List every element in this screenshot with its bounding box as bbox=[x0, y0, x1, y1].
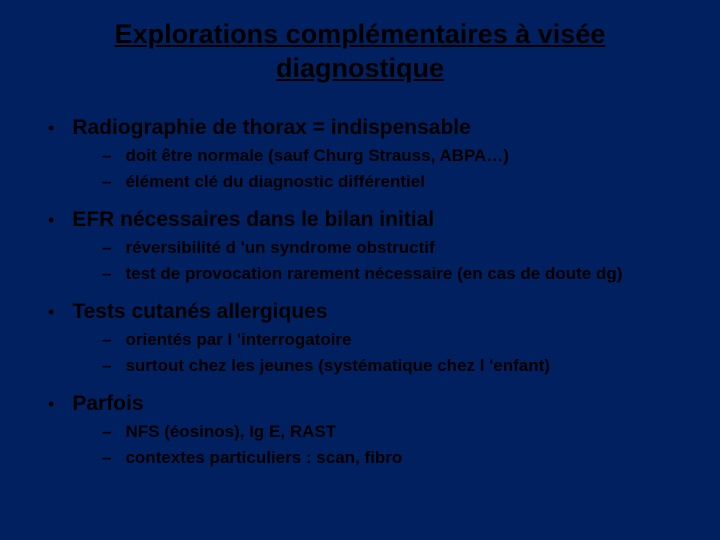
bullet-4-text: Parfois bbox=[72, 392, 143, 416]
bullet-4: • Parfois bbox=[48, 392, 690, 416]
slide-title: Explorations complémentaires à visée dia… bbox=[80, 18, 640, 86]
sub-bullet-text: élément clé du diagnostic différentiel bbox=[125, 172, 424, 192]
bullet-3: • Tests cutanés allergiques bbox=[48, 300, 690, 324]
dash-icon: – bbox=[102, 330, 111, 350]
bullet-3-text: Tests cutanés allergiques bbox=[72, 300, 327, 324]
bullet-2-text: EFR nécessaires dans le bilan initial bbox=[72, 208, 434, 232]
bullet-icon: • bbox=[48, 211, 54, 229]
sub-bullet: – doit être normale (sauf Churg Strauss,… bbox=[102, 146, 690, 166]
sub-bullet-text: NFS (éosinos), Ig E, RAST bbox=[125, 422, 336, 442]
slide: Explorations complémentaires à visée dia… bbox=[0, 0, 720, 540]
dash-icon: – bbox=[102, 356, 111, 376]
sub-bullet-text: contextes particuliers : scan, fibro bbox=[125, 448, 402, 468]
bullet-icon: • bbox=[48, 303, 54, 321]
bullet-icon: • bbox=[48, 119, 54, 137]
bullet-icon: • bbox=[48, 395, 54, 413]
sub-bullet: – élément clé du diagnostic différentiel bbox=[102, 172, 690, 192]
dash-icon: – bbox=[102, 422, 111, 442]
sub-bullet: – surtout chez les jeunes (systématique … bbox=[102, 356, 690, 376]
bullet-2: • EFR nécessaires dans le bilan initial bbox=[48, 208, 690, 232]
sub-bullet: – orientés par l 'interrogatoire bbox=[102, 330, 690, 350]
dash-icon: – bbox=[102, 146, 111, 166]
sub-bullet-text: surtout chez les jeunes (systématique ch… bbox=[125, 356, 549, 376]
dash-icon: – bbox=[102, 172, 111, 192]
sub-bullet: – NFS (éosinos), Ig E, RAST bbox=[102, 422, 690, 442]
sub-bullet: – test de provocation rarement nécessair… bbox=[102, 264, 690, 284]
sub-bullet-text: orientés par l 'interrogatoire bbox=[125, 330, 351, 350]
dash-icon: – bbox=[102, 264, 111, 284]
sub-bullet-text: doit être normale (sauf Churg Strauss, A… bbox=[125, 146, 509, 166]
sub-bullet-text: test de provocation rarement nécessaire … bbox=[125, 264, 622, 284]
dash-icon: – bbox=[102, 448, 111, 468]
sub-bullet: – contextes particuliers : scan, fibro bbox=[102, 448, 690, 468]
bullet-1-text: Radiographie de thorax = indispensable bbox=[72, 116, 471, 140]
sub-bullet: – réversibilité d 'un syndrome obstructi… bbox=[102, 238, 690, 258]
bullet-1: • Radiographie de thorax = indispensable bbox=[48, 116, 690, 140]
sub-bullet-text: réversibilité d 'un syndrome obstructif bbox=[125, 238, 434, 258]
dash-icon: – bbox=[102, 238, 111, 258]
